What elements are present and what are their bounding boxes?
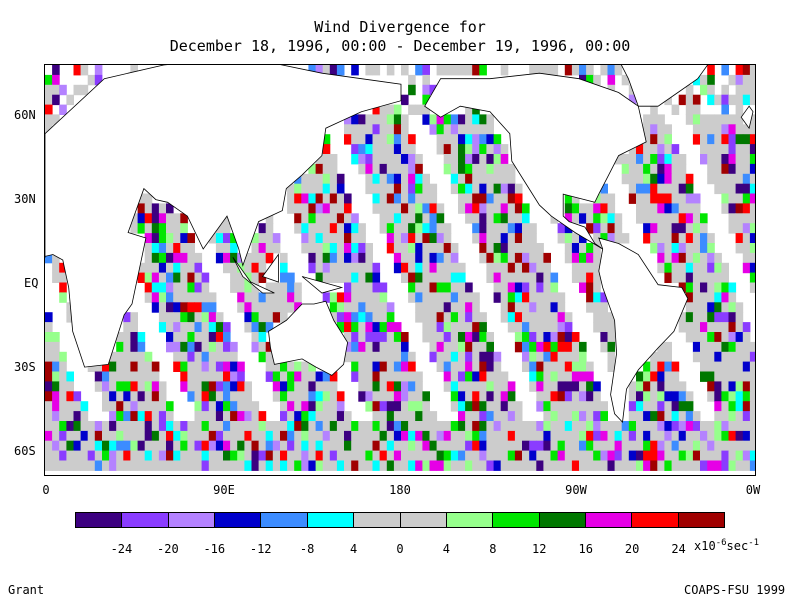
colorbar-tick-label: 4 [442,542,451,556]
lat-label-60s: 60S [14,444,36,458]
colorbar-tick-label: -8 [299,542,315,556]
colorbar-tick-label: -24 [110,542,133,556]
map-svg [45,65,755,471]
colorbar-tick-label: 16 [578,542,593,556]
colorbar-tick-label: 4 [349,542,358,556]
unit-prefix: x10 [694,539,716,553]
land-outline [598,237,689,423]
land-outline [301,276,344,294]
colorbar-segment [632,513,679,527]
colorbar-segment [76,513,123,527]
colorbar-tick-label: 8 [489,542,497,556]
map-area [44,64,756,476]
colorbar-segment [493,513,540,527]
land-outline [45,65,402,368]
colorbar-segment [539,513,586,527]
lat-label-eq: EQ [24,276,39,290]
colorbar-tick-label: -12 [249,542,272,556]
colorbar-segment [215,513,262,527]
colorbar-tick-label: 20 [624,542,640,556]
colorbar-segment [168,513,216,527]
map-title-line2: December 18, 1996, 00:00 - December 19, … [169,37,631,55]
lon-label-0: 0 [42,483,50,497]
colorbar-segment [446,513,494,527]
colorbar-segment [678,513,725,527]
colorbar-tick-label: 0 [396,542,404,556]
colorbar-segment [261,513,308,527]
lat-label-60n: 60N [14,108,36,122]
colorbar [75,512,725,528]
colorbar-tick-label: -20 [157,542,179,556]
land-outline [261,253,279,283]
footer-credit: COAPS-FSU 1999 [684,583,786,597]
colorbar-tick-label: 24 [671,542,686,556]
colorbar-tick-label: 12 [532,542,547,556]
lat-label-30n: 30N [14,192,36,206]
lon-label-90e: 90E [213,483,235,497]
land-outline [268,300,349,376]
lon-label-0w: 0W [745,483,761,497]
land-outline [424,72,647,250]
land-outline [620,65,709,107]
colorbar-segment [307,513,355,527]
lon-label-90w: 90W [565,483,587,497]
colorbar-tick-label: -16 [203,542,226,556]
colorbar-segment [122,513,169,527]
colorbar-segment [400,513,447,527]
map-title-line1: Wind Divergence for [314,18,486,36]
colorbar-units: x10-6sec-1 [694,538,759,553]
unit-suffix: sec [726,539,749,553]
colorbar-segment [354,513,401,527]
colorbar-segment [585,513,633,527]
land-outline [232,257,275,294]
unit-exponent2: -1 [748,538,760,548]
unit-exponent: -6 [715,538,727,548]
lon-label-180: 180 [389,483,411,497]
lat-label-30s: 30S [14,360,36,374]
footer-author: Grant [8,583,45,597]
land-outline [740,105,754,130]
